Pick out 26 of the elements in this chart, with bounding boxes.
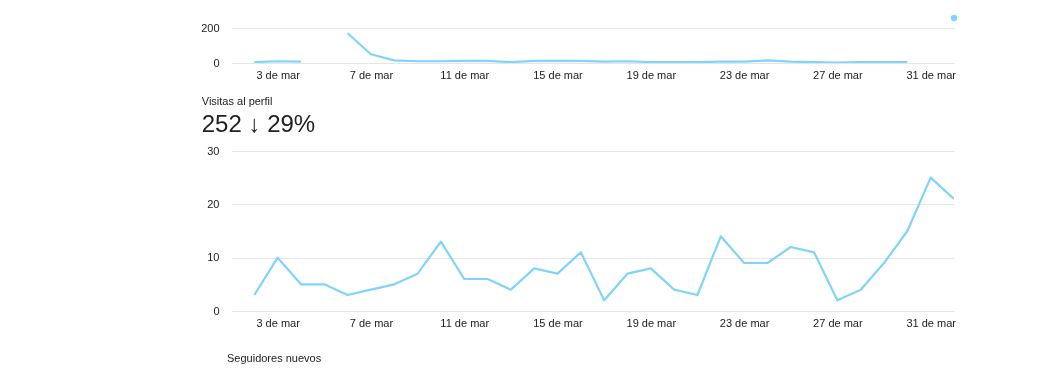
y-tick-label: 200	[201, 21, 220, 34]
x-tick-label: 19 de mar	[626, 316, 677, 329]
x-tick-label: 27 de mar	[813, 316, 863, 329]
text: Seguidores nuevos	[227, 352, 322, 364]
y-tick-label: 20	[207, 197, 220, 210]
x-tick-label: 7 de mar	[349, 316, 394, 329]
x-tick-label: 27 de mar	[813, 68, 863, 81]
y-tick-label: 0	[213, 56, 220, 69]
x-tick-label: 11 de mar	[440, 68, 490, 81]
x-tick-label: 19 de mar	[626, 68, 677, 81]
x-tick-label: 3 de mar	[256, 68, 301, 81]
x-tick-label: 23 de mar	[719, 68, 770, 81]
chart-subtitle: 252 ↓ 29%	[201, 110, 316, 137]
x-tick-label: 11 de mar	[440, 316, 490, 329]
y-tick-label: 30	[207, 144, 220, 157]
chart-title: Visitas al perfil	[201, 95, 273, 107]
x-tick-label: 7 de mar	[349, 68, 394, 81]
x-tick-label: 31 de mar	[906, 68, 957, 81]
x-tick-label: 31 de mar	[906, 316, 957, 329]
x-tick-label: 15 de mar	[533, 316, 584, 329]
x-tick-label: 15 de mar	[533, 68, 584, 81]
x-tick-label: 3 de mar	[256, 316, 301, 329]
y-tick-label: 0	[213, 304, 220, 317]
y-tick-label: 10	[207, 251, 220, 264]
line-series	[253, 176, 954, 302]
x-tick-label: 23 de mar	[719, 316, 770, 329]
